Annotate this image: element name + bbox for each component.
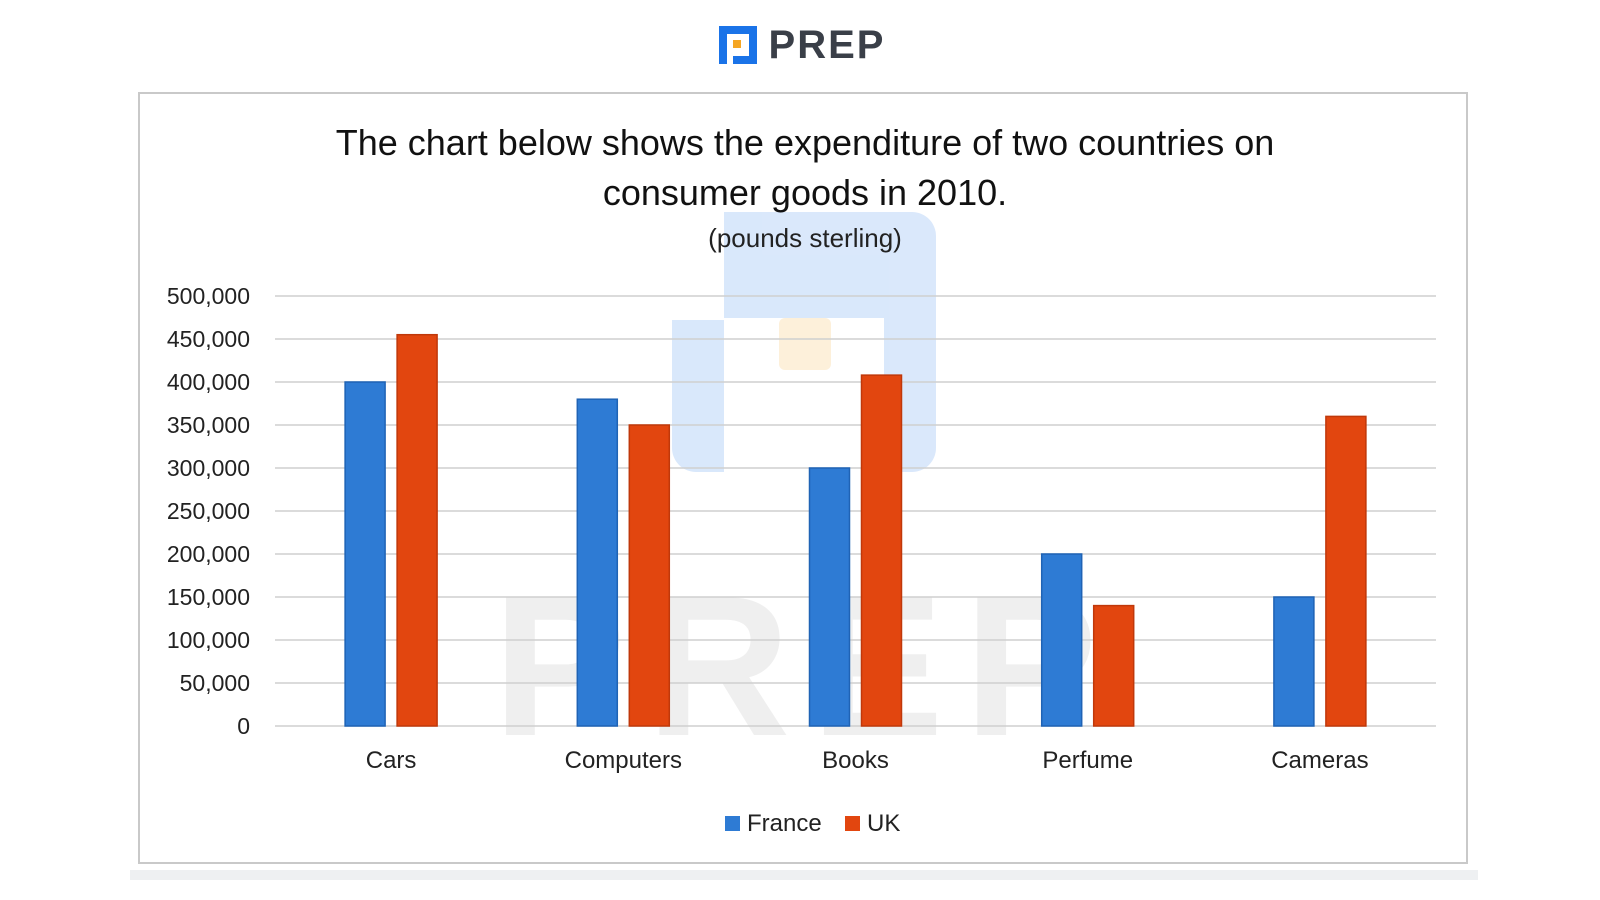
- bars: [344, 333, 1367, 727]
- bar-france-computers: [576, 398, 619, 727]
- bar-uk-computers: [628, 424, 671, 727]
- bar-france-perfume: [1040, 553, 1083, 727]
- y-tick-label: 400,000: [167, 369, 250, 395]
- x-tick-label: Books: [822, 747, 889, 774]
- chart-title: The chart below shows the expenditure of…: [150, 118, 1460, 218]
- y-tick-label: 100,000: [167, 627, 250, 653]
- y-axis-labels: 0 50,000 100,000 150,000 200,000 250,000 300,0…: [167, 283, 250, 739]
- x-axis-labels: Cars Computers Books Perfume Cameras: [366, 747, 1369, 774]
- x-tick-label: Cameras: [1271, 747, 1368, 774]
- x-tick-label: Computers: [565, 747, 682, 774]
- prep-logo-icon: [715, 22, 761, 68]
- y-tick-label: 50,000: [180, 670, 250, 696]
- legend-swatch-france: [725, 816, 740, 831]
- bar-france-cameras: [1273, 596, 1315, 727]
- y-tick-label: 300,000: [167, 455, 250, 481]
- brand-name: PREP: [768, 22, 886, 67]
- chart-title-line-1: The chart below shows the expenditure of…: [335, 122, 1275, 163]
- y-tick-label: 500,000: [167, 283, 250, 309]
- legend-label-uk: UK: [867, 810, 900, 837]
- bar-uk-cars: [396, 333, 438, 727]
- chart-subtitle: (pounds sterling): [708, 223, 902, 253]
- gridlines: [275, 295, 1436, 727]
- bar-uk-books: [860, 374, 903, 727]
- y-tick-label: 450,000: [167, 326, 250, 352]
- frame-shadow: [130, 870, 1478, 880]
- bar-uk-cameras: [1325, 415, 1367, 727]
- legend-label-france: France: [747, 810, 822, 837]
- bar-uk-perfume: [1092, 604, 1135, 727]
- y-tick-label: 250,000: [167, 498, 250, 524]
- y-tick-label: 350,000: [167, 412, 250, 438]
- x-tick-label: Cars: [366, 747, 417, 774]
- chart-title-line-2: consumer goods in 2010.: [602, 172, 1008, 213]
- legend-swatch-uk: [845, 816, 860, 831]
- x-tick-label: Perfume: [1042, 747, 1133, 774]
- bar-france-cars: [344, 381, 386, 727]
- y-tick-label: 200,000: [167, 541, 250, 567]
- y-tick-label: 0: [237, 713, 250, 739]
- brand-logo: PREP: [0, 20, 1600, 70]
- bar-france-books: [808, 467, 851, 727]
- legend: France UK: [725, 810, 900, 837]
- y-tick-label: 150,000: [167, 584, 250, 610]
